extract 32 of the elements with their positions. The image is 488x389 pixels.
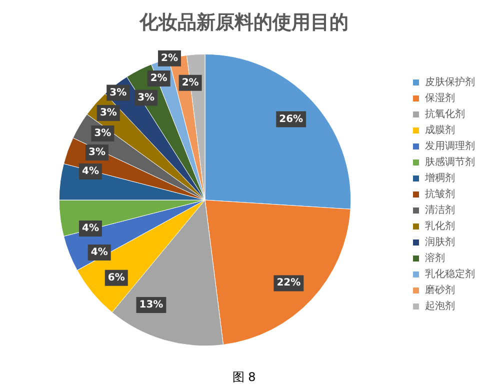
data-label: 3% [88, 147, 106, 158]
legend-label: 增稠剂 [424, 172, 455, 184]
data-label: 3% [100, 107, 117, 118]
data-label: 3% [94, 128, 112, 140]
legend-label: 清洁剂 [425, 204, 455, 216]
legend-label: 磨砂剂 [425, 284, 455, 296]
caption: 图 8 [232, 370, 256, 384]
data-label: 6% [108, 272, 125, 284]
legend-label: 抗皱剂 [425, 188, 455, 200]
legend-label: 润肤剂 [425, 236, 455, 248]
legend-label: 起泡剂 [425, 300, 455, 312]
data-label: 22% [276, 278, 301, 289]
chart-title: 化妆品新原料的使用目的 [138, 12, 348, 34]
legend-label: 溶剂 [425, 252, 445, 264]
data-label: 13% [139, 300, 164, 311]
legend-label: 乳化剂 [425, 220, 455, 232]
data-label: 2% [150, 72, 168, 84]
data-label: 26% [279, 114, 304, 125]
data-label: 4% [90, 247, 108, 258]
data-label: 2% [182, 77, 199, 88]
legend-label: 保湿剂 [425, 92, 455, 104]
data-label: 4% [82, 222, 99, 234]
legend-label: 抗氧化剂 [425, 108, 465, 120]
data-label: 3% [138, 92, 155, 104]
data-label: 3% [110, 87, 127, 98]
legend-label: 乳化稳定剂 [425, 268, 475, 280]
legend-label: 发用调理剂 [425, 140, 475, 152]
legend-label: 成膜剂 [425, 124, 455, 136]
data-label: 2% [161, 52, 178, 64]
legend-label: 皮肤保护剂 [425, 76, 475, 88]
legend-label: 肤感调节剂 [425, 156, 475, 168]
data-label: 4% [82, 166, 99, 178]
